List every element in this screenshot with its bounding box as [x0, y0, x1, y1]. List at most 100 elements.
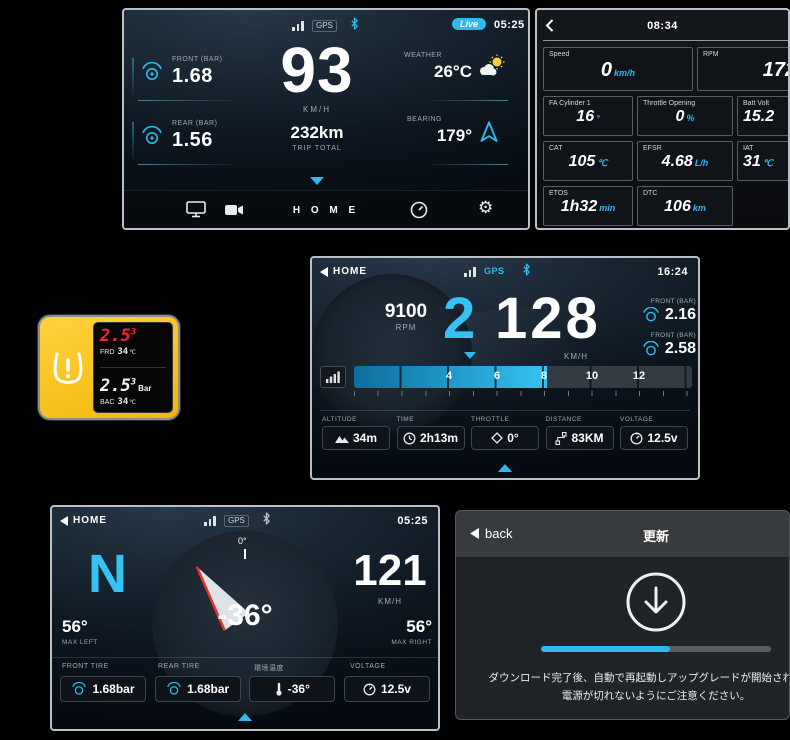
camera-icon[interactable]: [224, 203, 244, 217]
altitude-label: ALTITUDE: [322, 416, 357, 423]
front-tire-label: FRONT (BAR): [172, 56, 223, 63]
max-left-label: MAX LEFT: [62, 639, 98, 646]
max-left-value: 56°: [62, 617, 88, 636]
speed-value: 121: [353, 546, 427, 595]
divider: [52, 657, 438, 658]
update-screen: back 更新 ダウンロード完了後、自動で再起動しアップグレードが開始されます。…: [455, 510, 790, 720]
status-time: 05:25: [397, 515, 428, 527]
lean-needle: [195, 566, 249, 631]
diag-tile-throttle: Throttle Opening 0%: [637, 96, 733, 136]
rear-tire-value: 1.68bar: [187, 682, 230, 696]
signal-strength-icon: [204, 516, 216, 526]
weather-sun-cloud-icon: [480, 54, 505, 76]
dashboard-icon[interactable]: [410, 201, 428, 219]
front-pressure-decimal: 3: [130, 327, 137, 338]
rpm-bars-icon: [326, 371, 340, 383]
tile-unit: ℃: [597, 158, 608, 168]
gear-indicator: N: [88, 544, 127, 604]
trip-total-value: 232km: [290, 123, 344, 142]
rear-pressure-unit: Bar: [138, 384, 152, 393]
front-tire-icon: [142, 62, 162, 80]
speed-value: 93: [280, 34, 354, 106]
signal-strength-icon: [464, 267, 476, 277]
max-right-label: MAX RIGHT: [391, 639, 432, 646]
tile-value: 1h32: [560, 198, 598, 215]
front-tire-pill: 1.68bar: [60, 676, 146, 702]
voltage-pill: 12.5v: [343, 676, 430, 702]
settings-gear-icon[interactable]: ⚙: [478, 198, 494, 218]
tile-unit: °: [596, 113, 600, 123]
diag-tile-batt-volt: Batt Volt 15.2: [737, 96, 788, 136]
tile-label: DTC: [643, 190, 658, 197]
tire2-group: FRONT (BAR) 2.58: [610, 332, 696, 358]
throttle-icon: [491, 432, 504, 444]
tpms-device: 2.53 FRD 34℃ 2.53Bar BAC 34℃: [38, 315, 180, 420]
voltage-pill: 12.5v: [620, 426, 688, 450]
lean-angle-value: -36°: [217, 599, 273, 632]
screen-mirror-icon[interactable]: [186, 201, 206, 218]
tire-icon: [72, 682, 87, 695]
rear-tire-icon: [142, 126, 162, 144]
throttle-group: THROTTLE 0°: [471, 416, 539, 450]
mountain-icon: [334, 436, 349, 443]
nav-home-button[interactable]: H O M E: [292, 205, 360, 216]
back-button[interactable]: [545, 19, 554, 32]
status-time: 16:24: [657, 266, 688, 278]
update-note-line2: 電源が切れないようにご注意ください。: [561, 690, 751, 702]
swipe-down-indicator[interactable]: [310, 177, 324, 185]
back-button[interactable]: back: [470, 526, 512, 541]
rear-pressure-decimal: 3: [130, 377, 137, 388]
lean-dashboard-screen: HOME GPS 05:25 N 0° -36° 56° MAX LEFT 56…: [50, 505, 440, 731]
throttle-label: THROTTLE: [471, 416, 510, 423]
rear-readout-label: BAC: [100, 399, 115, 406]
download-icon: [626, 572, 686, 632]
swipe-up-indicator[interactable]: [238, 713, 252, 721]
diag-tile-etos: ETOS 1h32 min: [543, 186, 633, 226]
swipe-up-indicator[interactable]: [498, 464, 512, 472]
front-tire-group: FRONT (BAR) 1.68: [172, 56, 222, 88]
distance-group: DISTANCE 83KM: [545, 416, 614, 450]
throttle-pill: 0°: [471, 426, 539, 450]
signal-strength-icon: [292, 21, 304, 31]
time-value: 2h13m: [419, 431, 459, 445]
diag-tile-iat: IAT 31 ℃: [737, 141, 788, 181]
gps-status-label: GPS: [312, 20, 337, 32]
tpms-front-readout: 2.53 FRD 34℃: [100, 327, 166, 358]
rear-tire-label: REAR TIRE: [158, 663, 200, 670]
tile-unit: %: [686, 113, 695, 123]
tile-label: Throttle Opening: [643, 100, 696, 107]
page-title: 更新: [642, 529, 669, 544]
front-tire-label: FRONT TIRE: [62, 663, 109, 670]
gauge-zero-tick: [244, 549, 246, 559]
divider: [424, 164, 508, 165]
max-right-value: 56°: [406, 617, 432, 636]
tpms-rear-readout: 2.53Bar BAC 34℃: [100, 377, 166, 408]
weather-label: WEATHER: [404, 52, 442, 59]
bearing-label: BEARING: [406, 116, 442, 123]
diag-tile-efsr: EFSR 4.68 L/h: [637, 141, 733, 181]
tile-value: 1727: [762, 59, 788, 81]
gear-indicator: 2: [443, 286, 476, 351]
tile-label: FA Cylinder 1: [549, 100, 591, 107]
rpm-label: RPM: [395, 323, 417, 332]
rpm-scale-tick: 8: [540, 370, 548, 382]
max-right-group: 56° MAX RIGHT: [370, 617, 432, 646]
progress-fill: [541, 646, 670, 652]
home-dashboard-screen: GPS Live 05:25 FRONT (BAR) 1.68 REAR (BA…: [122, 8, 530, 230]
tile-value: 0: [600, 59, 613, 81]
diag-tile-fa-cylinder: FA Cylinder 1 16 °: [543, 96, 633, 136]
update-header: back 更新: [456, 511, 789, 558]
info-row: ALTITUDE 34m TIME 2h13m THROTTLE 0°: [322, 416, 688, 450]
rear-temp-unit: ℃: [129, 400, 136, 406]
divider: [138, 100, 240, 101]
max-left-group: 56° MAX LEFT: [62, 617, 98, 646]
home-back-button[interactable]: HOME: [320, 266, 367, 277]
front-tire-value: 1.68bar: [92, 682, 135, 696]
tile-label: Speed: [549, 51, 570, 58]
tile-label: RPM: [703, 51, 719, 58]
altitude-pill: 34m: [322, 426, 390, 450]
tile-label: EFSR: [643, 145, 662, 152]
update-screen-inner: back 更新 ダウンロード完了後、自動で再起動しアップグレードが開始されます。…: [456, 511, 789, 719]
rpm-scale-tick: 12: [632, 370, 646, 382]
home-back-button[interactable]: HOME: [60, 515, 107, 526]
